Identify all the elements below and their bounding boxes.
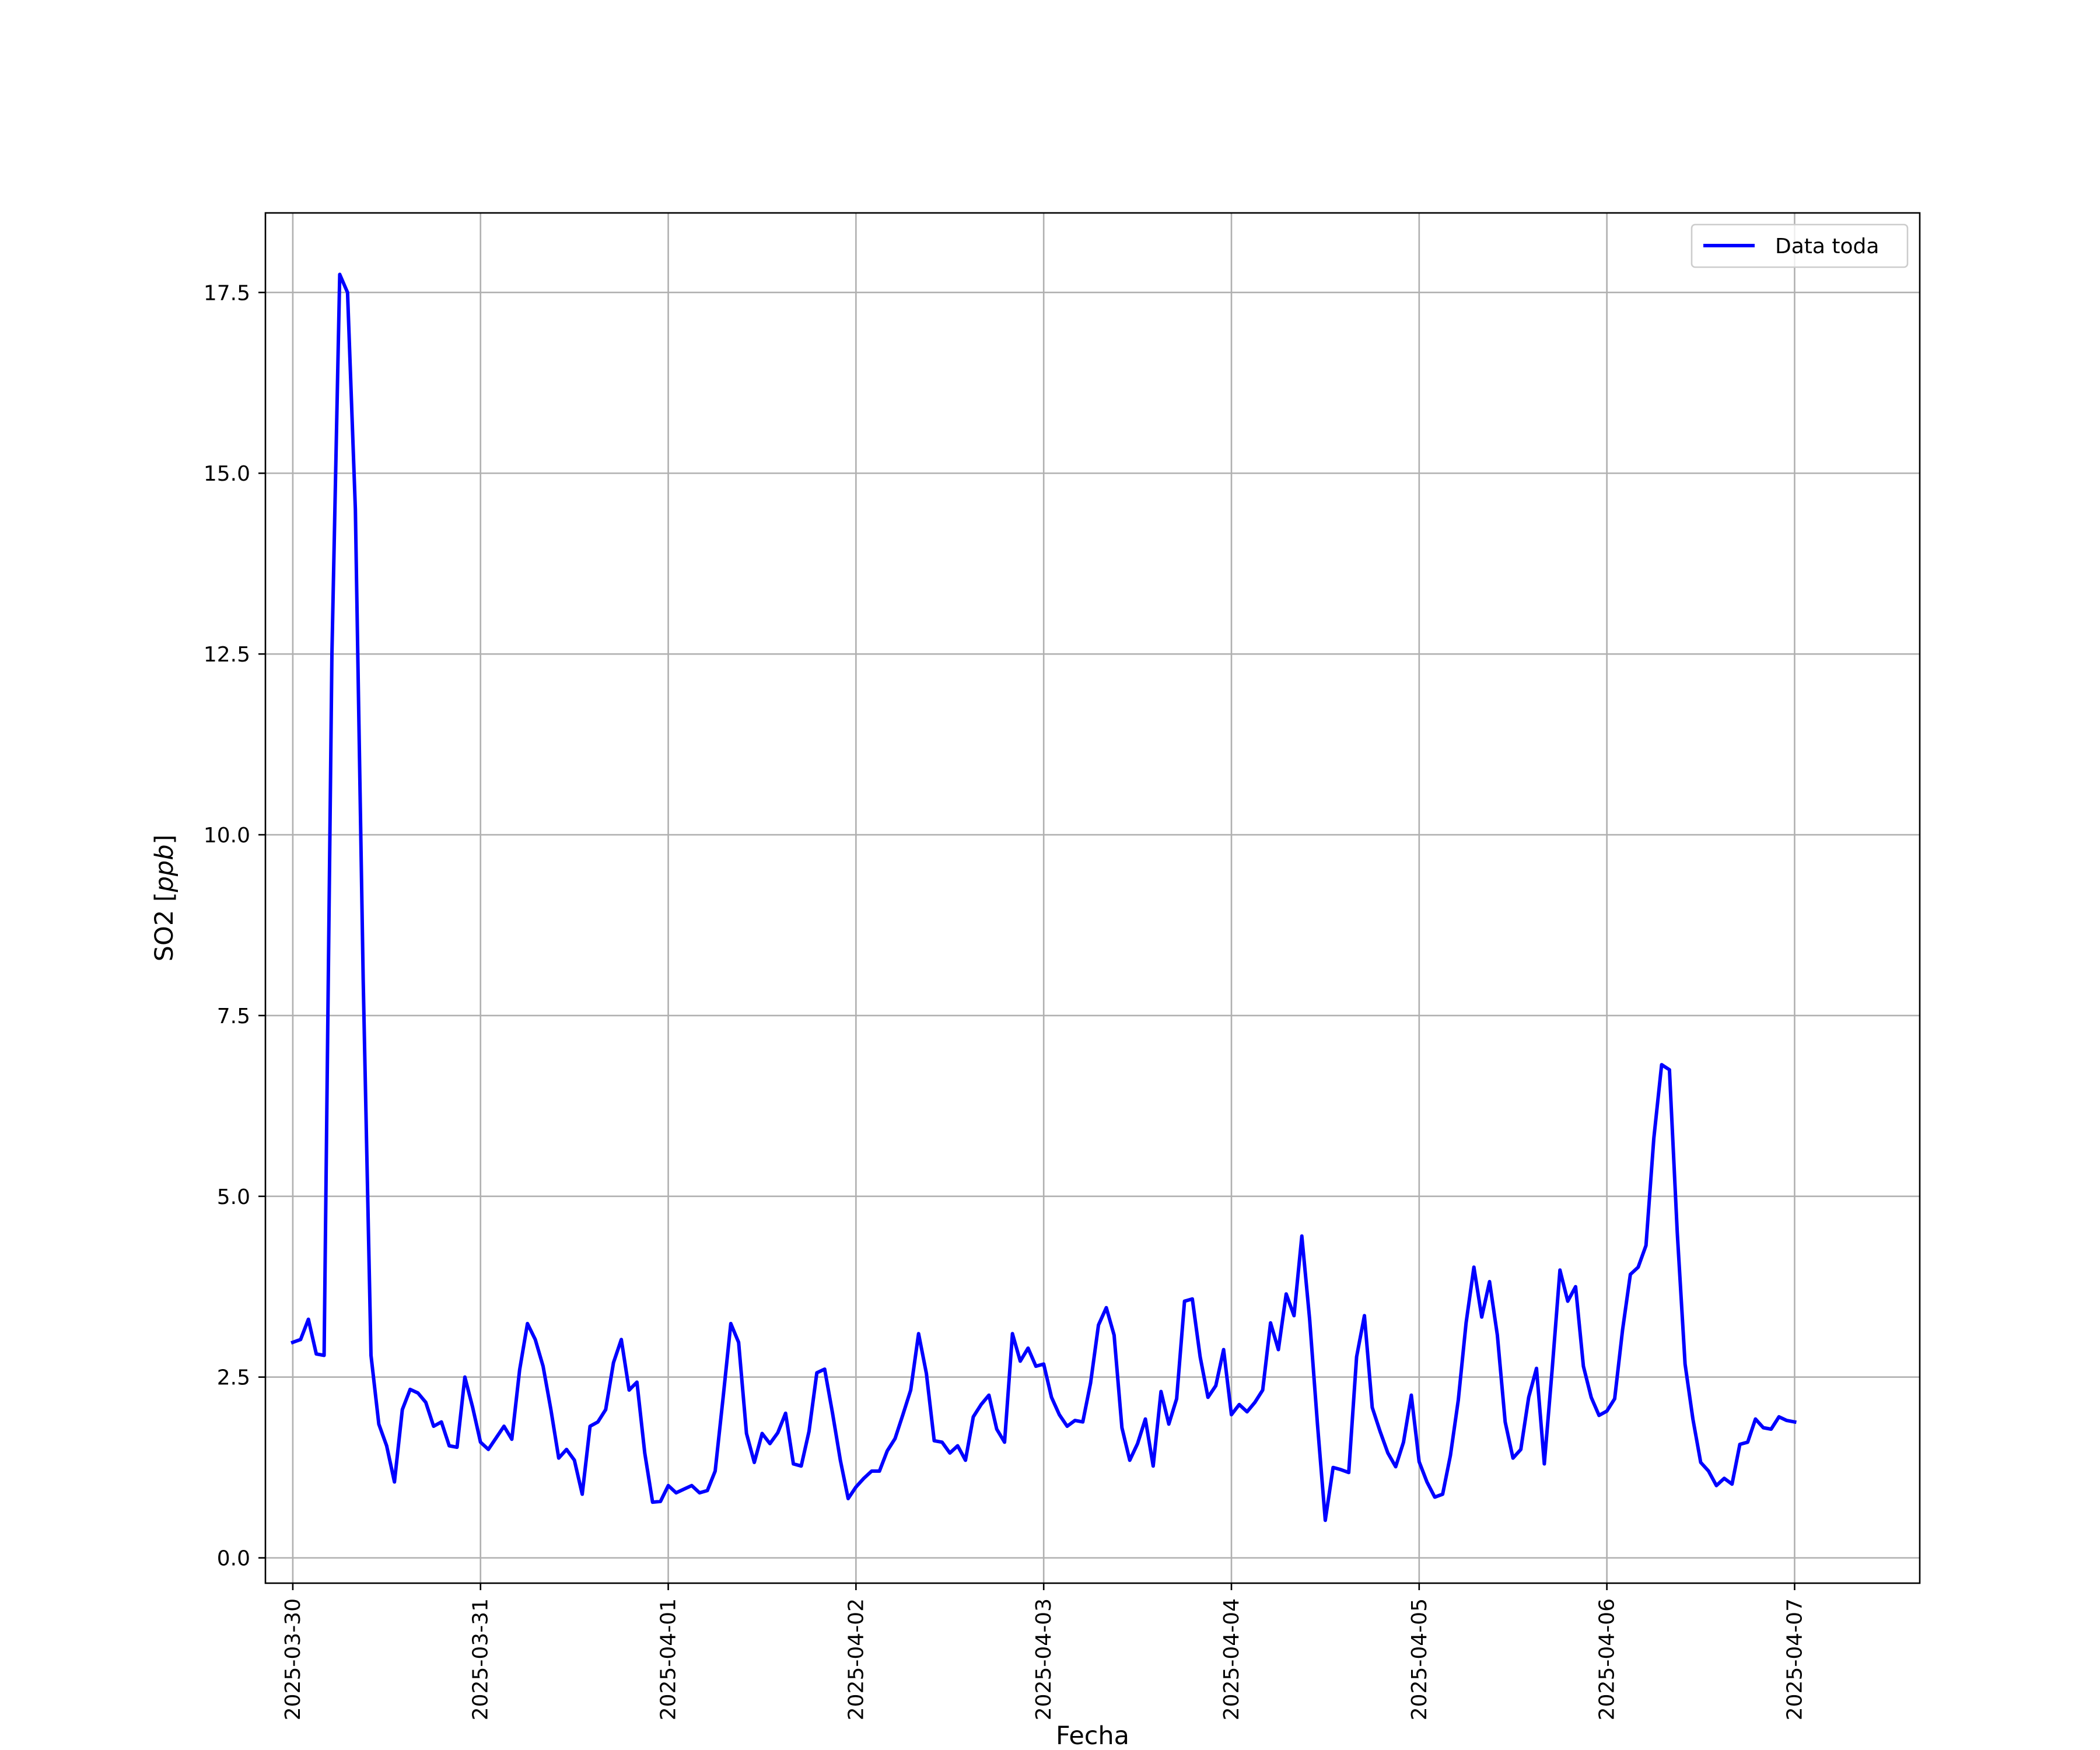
y-tick-label: 15.0 <box>204 462 250 486</box>
y-tick-label: 12.5 <box>204 643 250 667</box>
series-layer <box>290 272 1797 1522</box>
y-tick-label: 17.5 <box>204 281 250 305</box>
x-axis-label: Fecha <box>1056 1721 1129 1750</box>
legend: Data toda <box>1690 223 1909 268</box>
y-axis-label: SO2 [ppb] <box>150 835 179 962</box>
series-line-0 <box>290 272 1797 1522</box>
x-tick-label: 2025-04-06 <box>1595 1598 1619 1720</box>
legend-label: Data toda <box>1775 235 1879 258</box>
y-tick-label: 7.5 <box>217 1005 250 1028</box>
y-axis-label-quantity: SO2 <box>150 910 179 962</box>
x-tick-label: 2025-04-01 <box>657 1598 681 1720</box>
x-axis-ticks: 2025-03-30 2025-03-31 2025-04-01 2025-04-02… <box>281 1583 1807 1720</box>
y-axis-label-unit: ppb <box>150 844 179 892</box>
x-tick-label: 2025-04-04 <box>1220 1598 1244 1720</box>
y-tick-label: 10.0 <box>204 824 250 848</box>
x-tick-label: 2025-04-03 <box>1032 1598 1056 1720</box>
y-axis-label-bracket-open: [ <box>150 892 179 909</box>
x-tick-label: 2025-03-30 <box>281 1598 305 1720</box>
x-tick-label: 2025-04-02 <box>844 1598 868 1720</box>
y-axis-ticks: 0.0 2.5 5.0 7.5 10.0 12.5 15.0 17.5 <box>204 281 265 1571</box>
x-tick-label: 2025-04-05 <box>1408 1598 1432 1720</box>
x-tick-label: 2025-04-07 <box>1783 1598 1807 1720</box>
plot-frame <box>264 212 1921 1584</box>
x-tick-label: 2025-03-31 <box>469 1598 493 1720</box>
y-tick-label: 0.0 <box>217 1547 250 1571</box>
y-tick-label: 2.5 <box>217 1366 250 1390</box>
y-axis-label-bracket-close: ] <box>150 835 179 845</box>
y-tick-label: 5.0 <box>217 1185 250 1209</box>
legend-box <box>1690 223 1909 268</box>
